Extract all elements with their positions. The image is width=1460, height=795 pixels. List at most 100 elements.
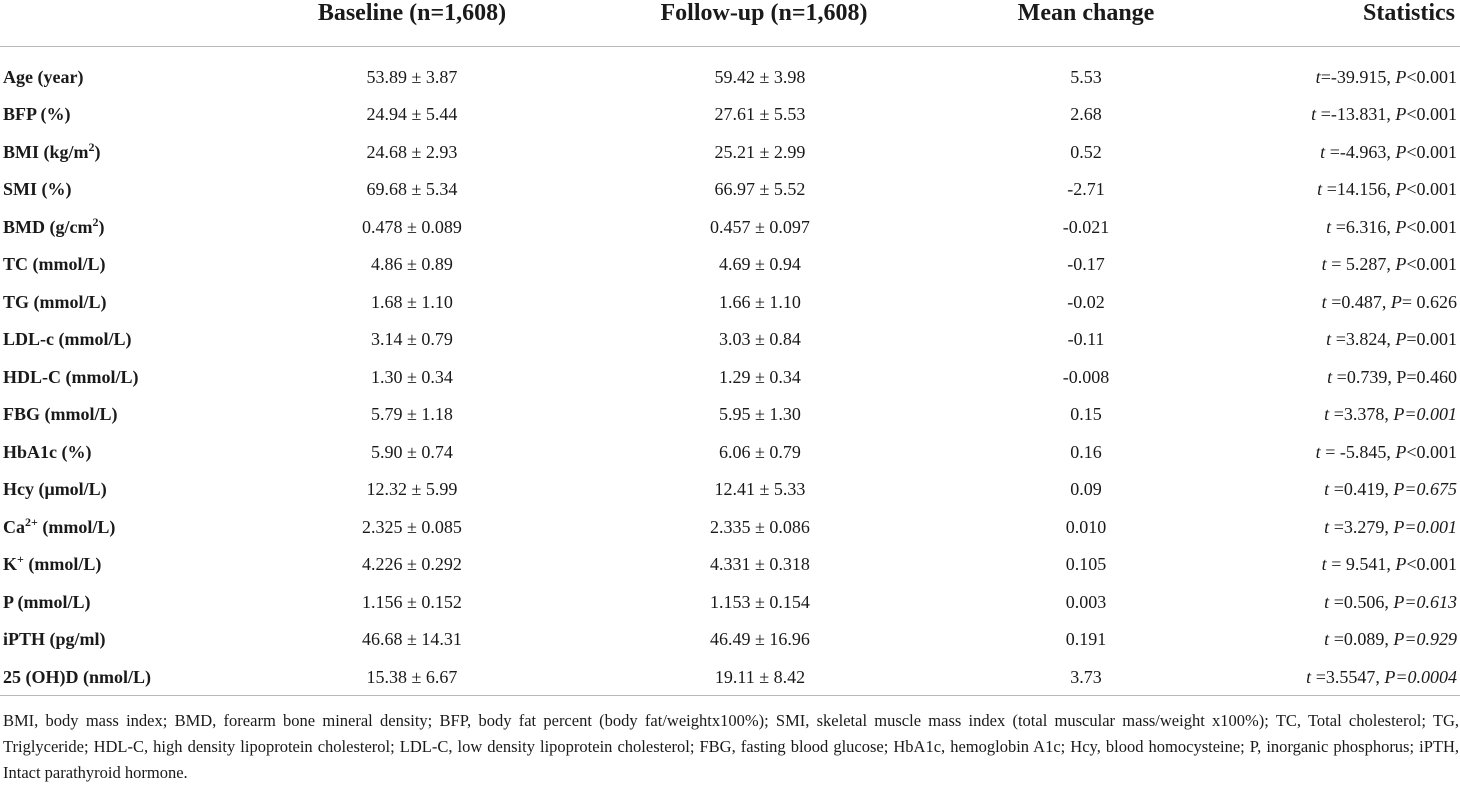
row-label-text: iPTH (pg/ml) (3, 629, 106, 649)
statistics-cell: t =14.156, P<0.001 (1317, 171, 1457, 209)
followup-cell: 19.11 ± 8.42 (714, 666, 806, 687)
header-followup: Follow-up (n=1,608) (660, 0, 868, 26)
statistics-cell: t =-4.963, P<0.001 (1320, 134, 1457, 172)
stat-p-value: <0.001 (1406, 441, 1457, 462)
stat-t-value: =0.506, (1329, 591, 1394, 612)
row-label-text: TC (mmol/L) (3, 254, 106, 274)
row-label-text: FBG (mmol/L) (3, 404, 118, 424)
statistics-cell: t =-13.831, P<0.001 (1311, 96, 1457, 134)
row-label: 25 (OH)D (nmol/L) (3, 659, 151, 697)
stat-p-symbol: P (1395, 329, 1407, 349)
row-label: HbA1c (%) (3, 434, 92, 472)
row-label: FBG (mmol/L) (3, 396, 118, 434)
baseline-cell: 5.90 ± 0.74 (371, 441, 453, 462)
followup-cell: 25.21 ± 2.99 (714, 141, 806, 162)
stat-t-symbol: t (1315, 441, 1321, 462)
stat-p-symbol: P=0.675 (1393, 479, 1457, 499)
followup-cell: 1.66 ± 1.10 (719, 291, 801, 312)
table-row: TC (mmol/L) 4.86 ± 0.89 4.69 ± 0.94 -0.17 t … (0, 246, 1460, 284)
mean-change-cell: -0.11 (1067, 329, 1105, 349)
statistics-cell: t = 5.287, P<0.001 (1322, 246, 1457, 284)
table-row: BMI (kg/m2) 24.68 ± 2.93 25.21 ± 2.99 0.52 t… (0, 134, 1460, 172)
row-label-suffix: ) (94, 141, 101, 162)
stat-t-symbol: t (1306, 666, 1312, 687)
row-label-text: P (mmol/L) (3, 591, 91, 612)
stat-t-value: =14.156, (1322, 179, 1396, 199)
table-row: P (mmol/L) 1.156 ± 0.152 1.153 ± 0.154 0.00… (0, 584, 1460, 622)
baseline-cell: 12.32 ± 5.99 (366, 479, 458, 499)
row-label: TC (mmol/L) (3, 246, 106, 284)
stat-t-value: = 5.287, (1326, 254, 1396, 274)
baseline-cell: 15.38 ± 6.67 (366, 666, 458, 687)
mean-change-cell: -0.17 (1067, 254, 1105, 274)
baseline-cell: 1.68 ± 1.10 (371, 291, 453, 312)
row-label-text: Hcy (μmol/L) (3, 479, 107, 499)
row-label: BMD (g/cm2) (3, 209, 104, 247)
mean-change-cell: -0.021 (1062, 216, 1110, 237)
stat-p-symbol: P (1390, 291, 1402, 312)
stat-t-value: =-4.963, (1325, 141, 1396, 162)
stat-p-symbol: P (1395, 66, 1407, 87)
stat-t-value: =-13.831, (1316, 104, 1396, 124)
stat-p-value: <0.001 (1406, 141, 1457, 162)
stat-p-symbol: P (1395, 104, 1407, 124)
stat-t-symbol: t (1321, 254, 1327, 274)
row-label-text: BMD (g/cm (3, 216, 93, 237)
statistics-cell: t = 9.541, P<0.001 (1322, 546, 1457, 584)
table-row: iPTH (pg/ml) 46.68 ± 14.31 46.49 ± 16.96 0.… (0, 621, 1460, 659)
mean-change-cell: -0.008 (1062, 366, 1110, 387)
baseline-cell: 53.89 ± 3.87 (366, 66, 458, 87)
mean-change-cell: -2.71 (1067, 179, 1105, 199)
stat-p-symbol: P=0.001 (1393, 516, 1457, 537)
followup-cell: 1.153 ± 0.154 (710, 591, 810, 612)
stat-p-symbol: P=0.613 (1393, 591, 1457, 612)
row-label-suffix: (mmol/L) (23, 554, 102, 574)
stat-t-value: =0.089, (1329, 629, 1394, 649)
stat-t-value: =-39.915, (1320, 66, 1396, 87)
row-label: Ca2+ (mmol/L) (3, 509, 115, 547)
followup-cell: 27.61 ± 5.53 (714, 104, 806, 124)
row-label-text: 25 (OH)D (nmol/L) (3, 666, 151, 687)
stat-t-value: =0.739, (1332, 366, 1397, 387)
row-label: iPTH (pg/ml) (3, 621, 106, 659)
table-row: Ca2+ (mmol/L) 2.325 ± 0.085 2.335 ± 0.086 0… (0, 509, 1460, 547)
row-label-text: Ca (3, 516, 25, 537)
row-label-superscript: 2 (92, 214, 99, 229)
row-label: Age (year) (3, 59, 83, 97)
row-label-superscript: 2+ (25, 514, 38, 529)
mean-change-cell: 0.003 (1065, 591, 1107, 612)
mean-change-cell: 0.09 (1070, 479, 1102, 499)
followup-cell: 3.03 ± 0.84 (719, 329, 801, 349)
statistics-cell: t =3.378, P=0.001 (1324, 396, 1457, 434)
table-header: Baseline (n=1,608) Follow-up (n=1,608) M… (0, 0, 1460, 47)
stat-p-symbol: P (1395, 216, 1407, 237)
stat-t-symbol: t (1315, 66, 1321, 87)
table-row: LDL-c (mmol/L) 3.14 ± 0.79 3.03 ± 0.84 -0.1… (0, 321, 1460, 359)
row-label: LDL-c (mmol/L) (3, 321, 131, 359)
table-footnote: BMI, body mass index; BMD, forearm bone … (3, 711, 1459, 782)
stat-t-symbol: t (1317, 179, 1323, 199)
stat-t-value: =3.378, (1329, 404, 1394, 424)
stat-t-symbol: t (1324, 591, 1330, 612)
table-row: BFP (%) 24.94 ± 5.44 27.61 ± 5.53 2.68 t =-1… (0, 96, 1460, 134)
followup-cell: 66.97 ± 5.52 (714, 179, 806, 199)
baseline-cell: 24.68 ± 2.93 (366, 141, 458, 162)
statistics-cell: t =3.279, P=0.001 (1324, 509, 1457, 547)
stat-t-value: =3.824, (1331, 329, 1396, 349)
table-row: 25 (OH)D (nmol/L) 15.38 ± 6.67 19.11 ± 8.4… (0, 659, 1460, 697)
header-baseline: Baseline (n=1,608) (317, 0, 507, 26)
row-label-text: BFP (%) (3, 104, 71, 124)
table-row: FBG (mmol/L) 5.79 ± 1.18 5.95 ± 1.30 0.15 t … (0, 396, 1460, 434)
stat-p-symbol: P (1395, 179, 1407, 199)
row-label: HDL-C (mmol/L) (3, 359, 138, 397)
stat-t-value: =0.419, (1329, 479, 1394, 499)
row-label: P (mmol/L) (3, 584, 91, 622)
stat-p-value: <0.001 (1406, 66, 1457, 87)
stat-t-symbol: t (1311, 104, 1317, 124)
stat-p-symbol: P=0.929 (1393, 629, 1457, 649)
baseline-cell: 4.226 ± 0.292 (362, 554, 462, 574)
table-row: Hcy (μmol/L) 12.32 ± 5.99 12.41 ± 5.33 0.09… (0, 471, 1460, 509)
mean-change-cell: 5.53 (1070, 66, 1102, 87)
stat-t-symbol: t (1326, 216, 1332, 237)
stat-p-value: <0.001 (1406, 179, 1457, 199)
